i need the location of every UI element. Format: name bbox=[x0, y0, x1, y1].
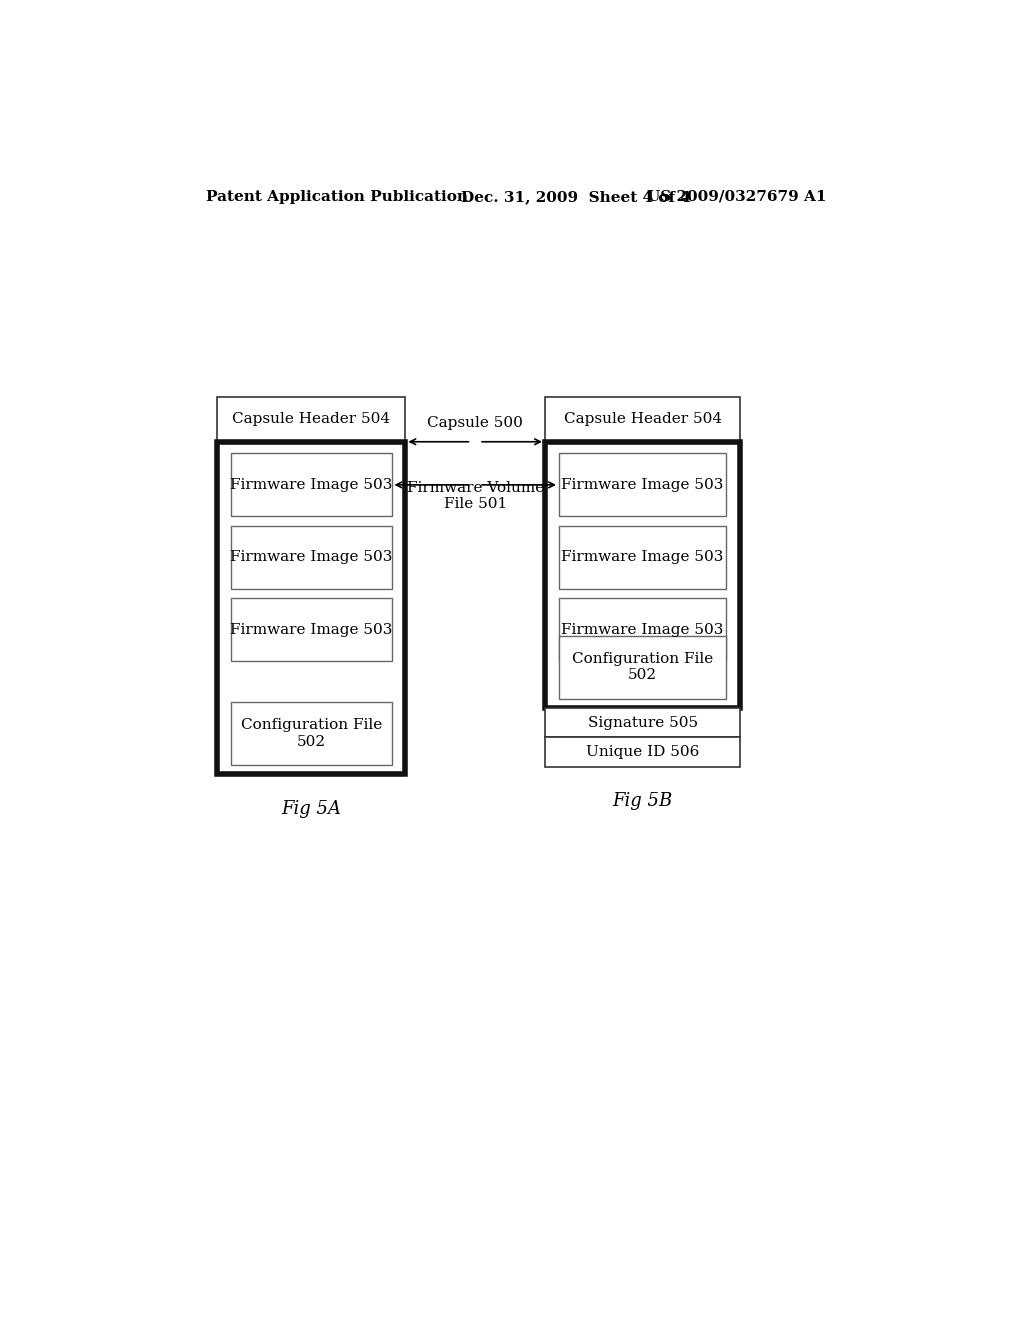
Text: Firmware Volume
File 501: Firmware Volume File 501 bbox=[407, 480, 544, 511]
Text: Configuration File
502: Configuration File 502 bbox=[241, 718, 382, 748]
Bar bbox=[231, 702, 391, 766]
Text: Patent Application Publication: Patent Application Publication bbox=[206, 190, 468, 203]
Bar bbox=[231, 598, 391, 661]
Bar bbox=[545, 738, 740, 767]
Bar bbox=[545, 442, 740, 708]
Text: Fig 5B: Fig 5B bbox=[612, 792, 673, 810]
Text: Unique ID 506: Unique ID 506 bbox=[586, 744, 699, 759]
Text: Firmware Image 503: Firmware Image 503 bbox=[230, 623, 392, 636]
Bar bbox=[559, 636, 726, 700]
Text: Capsule 500: Capsule 500 bbox=[427, 416, 523, 430]
Text: Dec. 31, 2009  Sheet 4 of 4: Dec. 31, 2009 Sheet 4 of 4 bbox=[461, 190, 691, 203]
Text: Firmware Image 503: Firmware Image 503 bbox=[230, 478, 392, 492]
Text: Firmware Image 503: Firmware Image 503 bbox=[561, 550, 724, 564]
Text: US 2009/0327679 A1: US 2009/0327679 A1 bbox=[647, 190, 826, 203]
Text: Firmware Image 503: Firmware Image 503 bbox=[230, 550, 392, 564]
Bar bbox=[217, 397, 406, 442]
Text: Signature 505: Signature 505 bbox=[588, 715, 697, 730]
Bar bbox=[559, 598, 726, 661]
Bar bbox=[545, 708, 740, 738]
Bar bbox=[559, 453, 726, 516]
Text: Firmware Image 503: Firmware Image 503 bbox=[561, 478, 724, 492]
Bar bbox=[217, 442, 406, 775]
Bar bbox=[559, 525, 726, 589]
Text: Capsule Header 504: Capsule Header 504 bbox=[232, 412, 390, 426]
Bar bbox=[231, 453, 391, 516]
Bar bbox=[231, 525, 391, 589]
Bar bbox=[545, 397, 740, 442]
Text: Configuration File
502: Configuration File 502 bbox=[572, 652, 714, 682]
Text: Capsule Header 504: Capsule Header 504 bbox=[563, 412, 722, 426]
Text: Fig 5A: Fig 5A bbox=[282, 800, 341, 818]
Text: Firmware Image 503: Firmware Image 503 bbox=[561, 623, 724, 636]
